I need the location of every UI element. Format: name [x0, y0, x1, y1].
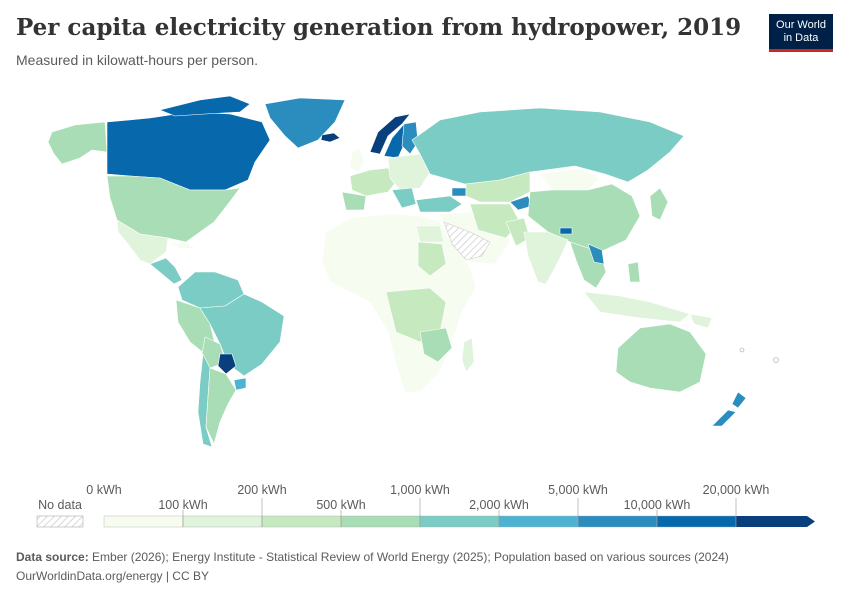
region-nepal-bhutan[interactable]	[559, 227, 573, 235]
logo-line-2: in Data	[783, 32, 819, 44]
legend-tick-label: 2,000 kWh	[469, 498, 529, 512]
legend-bins	[103, 498, 815, 528]
footer-source-text: Ember (2026); Energy Institute - Statist…	[88, 550, 729, 564]
region-mongolia[interactable]	[539, 167, 601, 191]
region-paraguay[interactable]	[217, 353, 237, 375]
region-norway[interactable]	[369, 113, 411, 155]
region-egypt[interactable]	[415, 225, 445, 243]
region-greenland[interactable]	[264, 97, 346, 149]
legend-bin-swatch[interactable]	[736, 516, 815, 527]
legend-tick-label: 0 kWh	[86, 483, 121, 497]
chart-title: Per capita electricity generation from h…	[16, 14, 742, 41]
region-no-data[interactable]	[443, 221, 491, 261]
legend-bin-swatch[interactable]	[340, 515, 421, 528]
region-pacific-island[interactable]	[739, 347, 745, 353]
legend-no-data-label: No data	[38, 498, 82, 512]
legend-tick-label: 1,000 kWh	[390, 483, 450, 497]
legend-tick-label: 200 kWh	[237, 483, 286, 497]
region-png[interactable]	[689, 313, 713, 329]
legend-labels: 0 kWh 200 kWh 1,000 kWh 5,000 kWh 20,000 kWh…	[86, 483, 769, 512]
legend-bin-swatch[interactable]	[182, 515, 263, 528]
region-australia[interactable]	[615, 323, 707, 393]
region-turkey[interactable]	[415, 195, 463, 213]
region-uk[interactable]	[349, 147, 365, 173]
region-indonesia[interactable]	[583, 291, 691, 323]
region-finland[interactable]	[401, 121, 419, 155]
footer-url[interactable]: OurWorldinData.org/energy | CC BY	[16, 569, 209, 583]
logo-line-1: Our World	[776, 19, 826, 31]
legend-tick-label: 100 kWh	[158, 498, 207, 512]
region-madagascar[interactable]	[461, 337, 475, 373]
footer-source: Data source: Ember (2026); Energy Instit…	[16, 548, 729, 567]
footer: Data source: Ember (2026); Energy Instit…	[16, 548, 729, 586]
legend-tick-label: 5,000 kWh	[548, 483, 608, 497]
region-iceland[interactable]	[320, 132, 341, 143]
region-japan[interactable]	[649, 187, 669, 221]
legend-bin-swatch[interactable]	[656, 515, 737, 528]
legend-tick-label: 10,000 kWh	[624, 498, 691, 512]
owid-logo[interactable]: Our World in Data	[769, 14, 833, 52]
region-western-europe[interactable]	[349, 167, 397, 197]
region-pacific-island[interactable]	[773, 357, 779, 363]
region-ethiopia[interactable]	[417, 241, 447, 277]
legend-bin-swatch[interactable]	[261, 515, 342, 528]
chart-subtitle: Measured in kilowatt-hours per person.	[16, 52, 259, 68]
region-caucasus[interactable]	[451, 187, 467, 197]
color-legend: No data 0 kWh 200 kWh 1,000 kWh 5,000 kWh 20…	[36, 483, 815, 528]
region-canada-arctic[interactable]	[159, 95, 251, 117]
region-russia[interactable]	[411, 107, 685, 185]
world-map	[47, 95, 779, 448]
region-alaska[interactable]	[47, 121, 108, 165]
region-central-america[interactable]	[149, 257, 183, 285]
region-southern-africa-hydro[interactable]	[419, 327, 453, 363]
legend-bin-swatch[interactable]	[419, 515, 500, 528]
legend-tick-label: 20,000 kWh	[703, 483, 770, 497]
legend-no-data-swatch[interactable]	[36, 515, 84, 528]
region-cuba[interactable]	[169, 241, 197, 250]
region-new-zealand[interactable]	[711, 391, 747, 427]
region-balkans[interactable]	[391, 187, 417, 209]
region-laos[interactable]	[587, 243, 605, 265]
region-kazakhstan[interactable]	[465, 171, 531, 203]
legend-bin-swatch[interactable]	[103, 515, 184, 528]
region-uruguay[interactable]	[233, 377, 247, 391]
region-india[interactable]	[523, 231, 569, 285]
legend-bin-swatch[interactable]	[498, 515, 579, 528]
region-brazil[interactable]	[199, 293, 285, 377]
legend-bin-swatch[interactable]	[577, 515, 658, 528]
footer-source-label: Data source:	[16, 550, 89, 564]
region-iberia[interactable]	[341, 191, 367, 211]
legend-tick-label: 500 kWh	[316, 498, 365, 512]
region-argentina[interactable]	[205, 367, 237, 445]
region-philippines[interactable]	[627, 261, 641, 283]
